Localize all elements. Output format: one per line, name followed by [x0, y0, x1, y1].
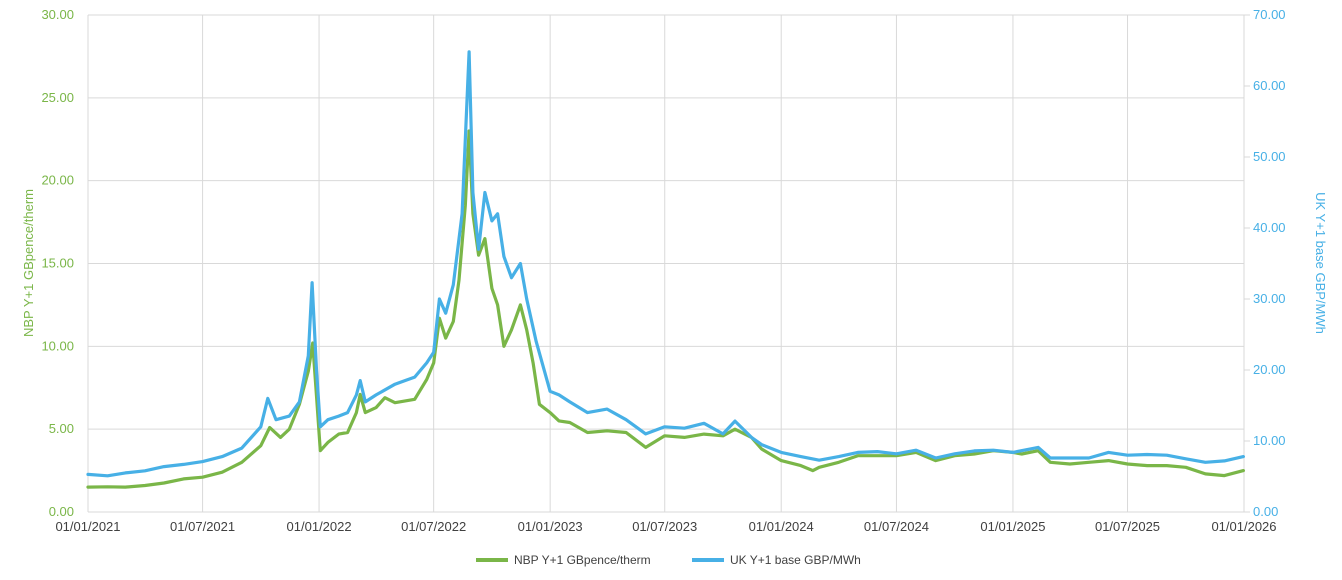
y-right-tick-label: 20.00	[1253, 362, 1286, 377]
y-right-tick-label: 10.00	[1253, 433, 1286, 448]
y-axis-right-label: UK Y+1 base GBP/MWh	[1313, 192, 1328, 334]
y-right-tick-label: 70.00	[1253, 7, 1286, 22]
x-tick-label: 01/01/2025	[980, 519, 1045, 534]
x-tick-label: 01/07/2023	[632, 519, 697, 534]
y-left-tick-label: 10.00	[41, 338, 74, 353]
legend-label-power: UK Y+1 base GBP/MWh	[730, 553, 861, 567]
y-left-tick-label: 0.00	[49, 504, 74, 519]
y-right-tick-label: 30.00	[1253, 291, 1286, 306]
x-tick-label: 01/07/2021	[170, 519, 235, 534]
y-left-tick-label: 15.00	[41, 256, 74, 271]
legend-label-nbp: NBP Y+1 GBpence/therm	[514, 553, 651, 567]
y-right-tick-label: 40.00	[1253, 220, 1286, 235]
axes: 0.00 5.00 10.00 15.00 20.00 25.00 30.00 0.00 10.…	[41, 7, 1285, 534]
y-left-tick-label: 25.00	[41, 90, 74, 105]
y-right-tick-label: 60.00	[1253, 78, 1286, 93]
y-right-tick-label: 0.00	[1253, 504, 1278, 519]
legend: NBP Y+1 GBpence/therm UK Y+1 base GBP/MW…	[476, 553, 861, 567]
series-line-power	[86, 50, 1245, 478]
x-tick-label: 01/07/2025	[1095, 519, 1160, 534]
x-tick-label: 01/01/2026	[1211, 519, 1276, 534]
x-tick-label: 01/07/2024	[864, 519, 929, 534]
x-tick-label: 01/01/2024	[749, 519, 814, 534]
y-right-tick-label: 50.00	[1253, 149, 1286, 164]
series-lines	[86, 50, 1245, 489]
x-tick-label: 01/01/2023	[518, 519, 583, 534]
series-line-nbp	[86, 129, 1245, 489]
x-tick-label: 01/01/2022	[287, 519, 352, 534]
y-left-tick-label: 20.00	[41, 173, 74, 188]
y-left-tick-label: 30.00	[41, 7, 74, 22]
x-tick-label: 01/07/2022	[401, 519, 466, 534]
x-tick-label: 01/01/2021	[55, 519, 120, 534]
y-left-tick-label: 5.00	[49, 421, 74, 436]
y-axis-left-label: NBP Y+1 GBpence/therm	[21, 189, 36, 337]
gridlines	[87, 14, 1250, 513]
